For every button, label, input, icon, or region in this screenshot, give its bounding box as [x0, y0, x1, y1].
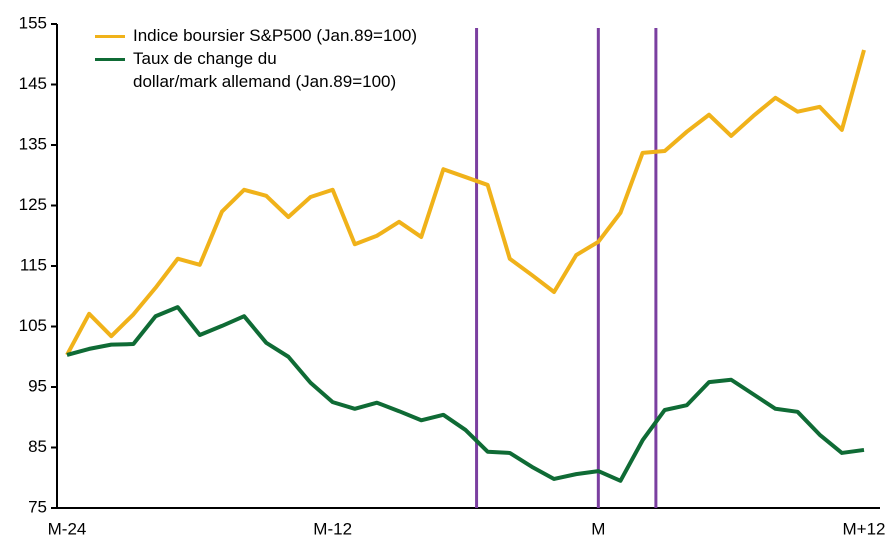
y-tick-label: 75	[28, 497, 47, 516]
x-tick-label: M	[591, 519, 605, 538]
y-tick-label: 105	[19, 316, 47, 335]
series-line	[65, 49, 866, 356]
y-tick-label: 125	[19, 195, 47, 214]
legend: Indice boursier S&P500 (Jan.89=100) Taux …	[95, 24, 417, 93]
series-line	[66, 305, 865, 483]
legend-swatch	[95, 58, 125, 61]
y-tick-label: 85	[28, 437, 47, 456]
y-tick-label: 155	[19, 13, 47, 32]
legend-item: Taux de change du dollar/mark allemand (…	[95, 47, 417, 93]
y-tick-label: 145	[19, 74, 47, 93]
legend-label: Taux de change du dollar/mark allemand (…	[133, 49, 397, 91]
legend-label: Indice boursier S&P500 (Jan.89=100)	[133, 26, 417, 45]
legend-swatch	[95, 35, 125, 38]
legend-item: Indice boursier S&P500 (Jan.89=100)	[95, 24, 417, 47]
x-tick-label: M-12	[313, 519, 352, 538]
y-tick-label: 135	[19, 134, 47, 153]
x-tick-label: M+12	[843, 519, 886, 538]
y-tick-label: 95	[28, 376, 47, 395]
x-tick-label: M-24	[48, 519, 87, 538]
y-tick-label: 115	[20, 255, 47, 274]
